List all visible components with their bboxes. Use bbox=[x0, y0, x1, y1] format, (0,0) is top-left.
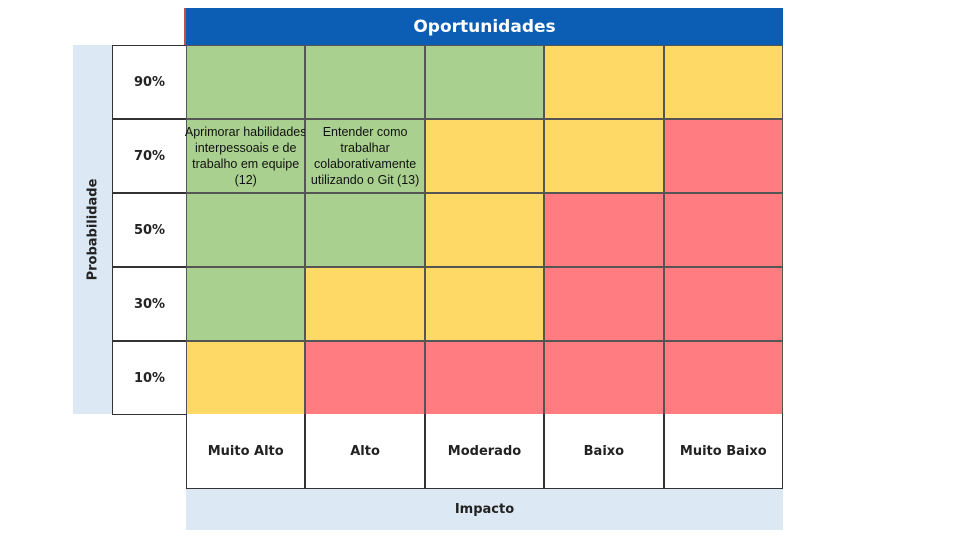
row-label-90: 90% bbox=[112, 45, 187, 119]
matrix-cell-r3-c3 bbox=[544, 267, 664, 341]
y-axis-label: Probabilidade bbox=[85, 178, 101, 281]
y-axis-band: Probabilidade bbox=[73, 45, 113, 414]
matrix-cell-r3-c2 bbox=[424, 267, 545, 341]
matrix-cell-r3-c0 bbox=[186, 267, 306, 341]
matrix-cell-r4-c3 bbox=[544, 341, 664, 415]
col-label-baixo: Baixo bbox=[544, 414, 664, 489]
cell-text: Entender como trabalhar colaborativament… bbox=[310, 125, 420, 187]
matrix-cell-r1-c4 bbox=[663, 119, 783, 193]
header-accent bbox=[184, 8, 187, 45]
matrix-cell-r4-c1 bbox=[305, 341, 425, 415]
matrix-cell-r2-c1 bbox=[305, 193, 425, 267]
x-axis-label: Impacto bbox=[186, 489, 783, 530]
matrix-cell-r0-c3 bbox=[544, 45, 664, 119]
matrix-cell-r0-c0 bbox=[186, 45, 306, 119]
matrix-cell-r1-c1: Entender como trabalhar colaborativament… bbox=[305, 119, 425, 193]
row-label-10: 10% bbox=[112, 341, 187, 415]
matrix-cell-r1-c3 bbox=[544, 119, 664, 193]
matrix-cell-r4-c0 bbox=[186, 341, 306, 415]
col-label-muito-baixo: Muito Baixo bbox=[663, 414, 783, 489]
matrix-title: Oportunidades bbox=[186, 8, 783, 45]
matrix-cell-r4-c2 bbox=[424, 341, 545, 415]
row-label-30: 30% bbox=[112, 267, 187, 341]
matrix-cell-r1-c0: Aprimorar habilidades interpessoais e de… bbox=[185, 119, 306, 193]
matrix-cell-r0-c4 bbox=[663, 45, 783, 119]
matrix-cell-r1-c2 bbox=[424, 119, 545, 193]
matrix-cell-r3-c1 bbox=[305, 267, 425, 341]
matrix-cell-r2-c4 bbox=[663, 193, 783, 267]
matrix-cell-r0-c2 bbox=[424, 45, 545, 119]
col-label-moderado: Moderado bbox=[424, 414, 545, 489]
col-label-alto: Alto bbox=[305, 414, 425, 489]
matrix-cell-r3-c4 bbox=[663, 267, 783, 341]
y-axis-label-wrapper: Probabilidade bbox=[73, 45, 113, 414]
matrix-cell-r4-c4 bbox=[663, 341, 783, 415]
cell-text: Aprimorar habilidades interpessoais e de… bbox=[184, 125, 307, 187]
row-label-50: 50% bbox=[112, 193, 187, 267]
row-label-70: 70% bbox=[112, 119, 187, 193]
matrix-cell-r2-c0 bbox=[186, 193, 306, 267]
col-label-muito-alto: Muito Alto bbox=[186, 414, 306, 489]
matrix-cell-r2-c3 bbox=[544, 193, 664, 267]
matrix-cell-r2-c2 bbox=[424, 193, 545, 267]
matrix-cell-r0-c1 bbox=[305, 45, 425, 119]
